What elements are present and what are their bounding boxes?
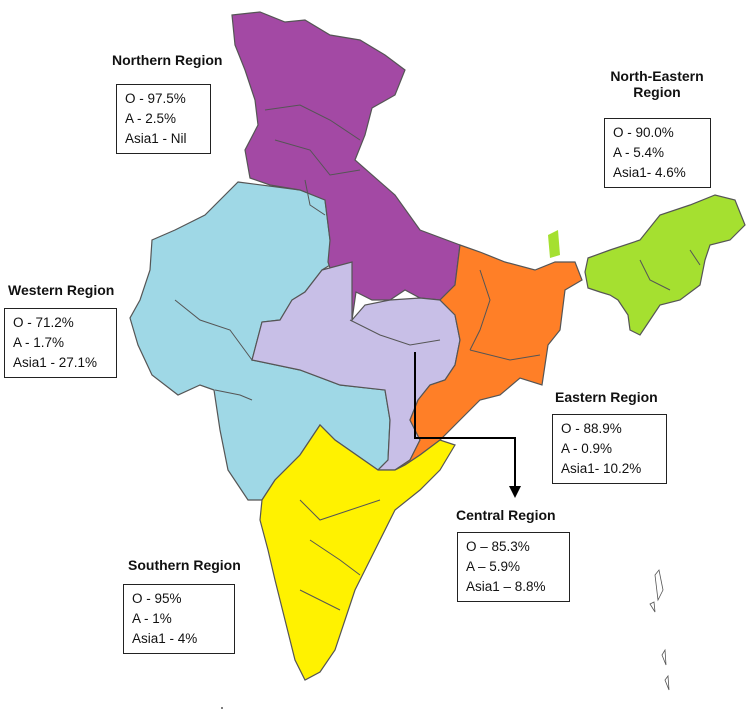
southern-asia1-value: Asia1 - 4% bbox=[132, 631, 198, 646]
central-o-value: O – 85.3% bbox=[466, 539, 530, 554]
state-borders bbox=[174, 104, 701, 611]
western-asia1-value: Asia1 - 27.1% bbox=[13, 355, 98, 370]
eastern-a-value: A - 0.9% bbox=[561, 441, 613, 456]
andaman-nicobar-islands bbox=[649, 569, 670, 691]
northern-a-value: A - 2.5% bbox=[125, 111, 177, 126]
central-asia1-value: Asia1 – 8.8% bbox=[466, 579, 546, 594]
north-eastern-region-shape bbox=[584, 194, 746, 336]
western-region-title: Western Region bbox=[8, 282, 115, 298]
northern-region-stats: O - 97.5% A - 2.5% Asia1 - Nil bbox=[116, 84, 211, 154]
northern-region-shape bbox=[231, 11, 461, 321]
north-eastern-o-value: O - 90.0% bbox=[613, 125, 674, 140]
western-o-value: O - 71.2% bbox=[13, 315, 74, 330]
north-eastern-title-line1: North-Eastern bbox=[610, 68, 704, 84]
northern-region-title: Northern Region bbox=[112, 52, 223, 68]
northern-asia1-value: Asia1 - Nil bbox=[125, 131, 187, 146]
north-eastern-region-stats: O - 90.0% A - 5.4% Asia1- 4.6% bbox=[604, 118, 711, 188]
north-eastern-region-title: North-Eastern Region bbox=[602, 68, 712, 100]
central-region-arrow bbox=[414, 352, 521, 498]
southern-region-shape bbox=[259, 424, 456, 681]
eastern-region-stats: O - 88.9% A - 0.9% Asia1- 10.2% bbox=[552, 414, 667, 484]
central-region-title: Central Region bbox=[456, 507, 556, 523]
north-eastern-asia1-value: Asia1- 4.6% bbox=[613, 165, 686, 180]
southern-a-value: A - 1% bbox=[132, 611, 172, 626]
central-a-value: A – 5.9% bbox=[466, 559, 521, 574]
southern-region-stats: O - 95% A - 1% Asia1 - 4% bbox=[123, 584, 235, 654]
western-region-stats: O - 71.2% A - 1.7% Asia1 - 27.1% bbox=[4, 308, 117, 378]
north-eastern-title-line2: Region bbox=[633, 84, 681, 100]
southern-region-title: Southern Region bbox=[128, 557, 241, 573]
eastern-region-title: Eastern Region bbox=[555, 389, 658, 405]
southern-o-value: O - 95% bbox=[132, 591, 182, 606]
eastern-asia1-value: Asia1- 10.2% bbox=[561, 461, 642, 476]
northern-o-value: O - 97.5% bbox=[125, 91, 186, 106]
western-a-value: A - 1.7% bbox=[13, 335, 65, 350]
central-region-stats: O – 85.3% A – 5.9% Asia1 – 8.8% bbox=[457, 532, 570, 602]
eastern-o-value: O - 88.9% bbox=[561, 421, 622, 436]
north-eastern-a-value: A - 5.4% bbox=[613, 145, 665, 160]
eastern-region-sikkim-shape bbox=[548, 230, 560, 258]
